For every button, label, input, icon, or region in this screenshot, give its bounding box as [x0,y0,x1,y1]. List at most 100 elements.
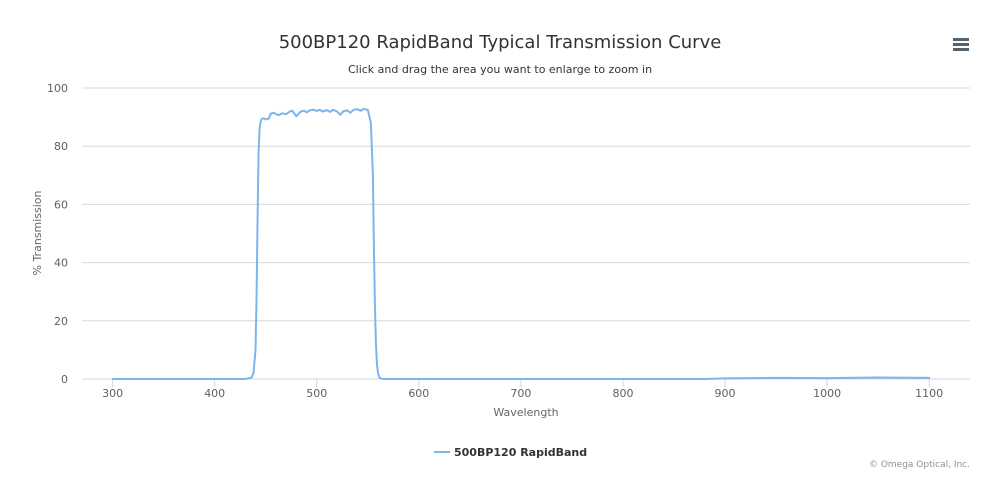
data-point[interactable] [379,377,381,379]
chart-title: 500BP120 RapidBand Typical Transmission … [279,32,722,53]
y-tick-label: 0 [61,373,68,386]
credits[interactable]: © Omega Optical, Inc. [869,460,970,470]
data-point[interactable] [244,378,246,380]
x-tick-label: 1000 [813,387,841,400]
y-tick-label: 80 [54,140,68,153]
data-point[interactable] [265,118,267,120]
data-point[interactable] [255,349,257,351]
data-point[interactable] [373,247,375,249]
data-point[interactable] [260,120,262,122]
series-line[interactable] [111,107,931,380]
y-axis-tick-labels: 0 20 40 60 80 100 [47,82,68,386]
data-point[interactable] [346,109,348,111]
data-point[interactable] [312,109,314,111]
data-point[interactable] [316,110,318,112]
data-point[interactable] [278,114,280,116]
x-tick-label: 600 [408,387,429,400]
hamburger-menu-icon[interactable] [953,38,969,51]
data-point[interactable] [377,372,379,374]
data-point[interactable] [319,109,321,111]
menu-icon-bar-middle [953,43,969,46]
data-point[interactable] [300,110,302,112]
data-point[interactable] [826,377,828,379]
data-point[interactable] [256,297,258,299]
data-point[interactable] [291,110,293,112]
plot-area[interactable] [111,107,931,380]
data-point[interactable] [363,108,365,110]
data-point[interactable] [622,378,624,380]
data-point[interactable] [704,378,706,380]
data-point[interactable] [288,111,290,113]
data-point[interactable] [306,111,308,113]
data-point[interactable] [332,109,334,111]
data-point[interactable] [270,113,272,115]
data-point[interactable] [259,128,261,130]
y-tick-label: 40 [54,257,68,270]
x-tick-label: 900 [715,387,736,400]
data-point[interactable] [273,112,275,114]
data-point[interactable] [383,378,385,380]
data-point[interactable] [268,118,270,120]
x-axis-title: Wavelength [493,406,558,419]
data-point[interactable] [214,378,216,380]
data-point[interactable] [775,377,777,379]
data-point[interactable] [309,109,311,111]
legend[interactable]: 500BP120 RapidBand [434,446,587,459]
x-tick-label: 400 [204,387,225,400]
data-point[interactable] [374,305,376,307]
x-tick-label: 700 [510,387,531,400]
menu-icon-bar-bottom [953,48,969,51]
data-point[interactable] [112,378,114,380]
data-point[interactable] [339,114,341,116]
data-point[interactable] [357,108,359,110]
data-point[interactable] [257,218,259,220]
data-point[interactable] [370,122,372,124]
data-point[interactable] [381,378,383,380]
data-point[interactable] [375,343,377,345]
data-point[interactable] [353,109,355,111]
data-point[interactable] [252,372,254,374]
data-point[interactable] [928,377,930,379]
data-point[interactable] [258,151,260,153]
data-point[interactable] [322,111,324,113]
data-point[interactable] [261,118,263,120]
data-point[interactable] [520,378,522,380]
data-point[interactable] [387,378,389,380]
data-point[interactable] [372,174,374,176]
data-point[interactable] [349,112,351,114]
data-point[interactable] [724,377,726,379]
x-tick-label: 300 [102,387,123,400]
menu-icon-bar-top [953,38,969,41]
x-axis-tick-labels: 300 400 500 600 700 800 900 1000 1100 [102,387,943,400]
x-tick-label: 1100 [915,387,943,400]
data-point[interactable] [367,109,369,111]
data-point[interactable] [281,112,283,114]
data-point[interactable] [275,113,277,115]
data-point[interactable] [360,110,362,112]
data-point[interactable] [342,110,344,112]
data-point[interactable] [285,113,287,115]
y-tick-label: 60 [54,198,68,211]
data-point[interactable] [295,115,297,117]
data-point[interactable] [336,111,338,113]
data-point[interactable] [250,377,252,379]
data-point[interactable] [163,378,165,380]
data-point[interactable] [329,111,331,113]
legend-item[interactable]: 500BP120 RapidBand [434,446,587,459]
data-point[interactable] [263,117,265,119]
data-point[interactable] [877,377,879,379]
data-point[interactable] [298,112,300,114]
x-tick-label: 800 [612,387,633,400]
data-point[interactable] [304,110,306,112]
data-point[interactable] [326,109,328,111]
legend-series-label[interactable]: 500BP120 RapidBand [454,446,587,459]
y-axis-title: % Transmission [31,190,44,275]
y-tick-label: 20 [54,315,68,328]
y-tick-label: 100 [47,82,68,95]
chart-menu-button[interactable] [946,32,976,58]
data-point[interactable] [418,378,420,380]
data-point[interactable] [376,363,378,365]
